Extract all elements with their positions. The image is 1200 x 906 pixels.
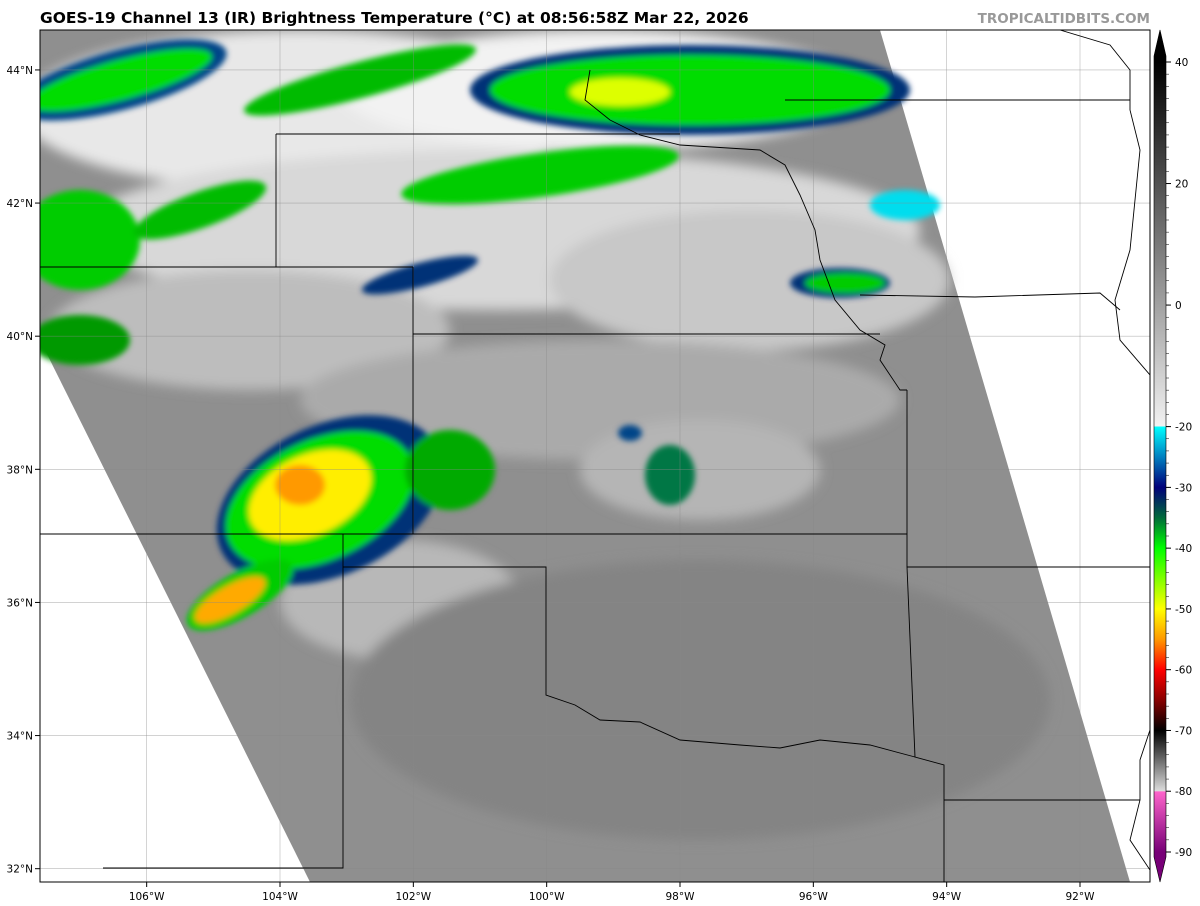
colorbar-label: -20	[1175, 422, 1192, 434]
colorbar-body	[1153, 29, 1167, 883]
lon-label: 100°W	[529, 891, 565, 903]
colorbar-label: 0	[1175, 300, 1182, 312]
lat-label: 42°N	[7, 198, 33, 210]
lon-label: 102°W	[395, 891, 431, 903]
lat-label: 32°N	[7, 864, 33, 876]
latitude-labels: 44°N 42°N 40°N 38°N 36°N 34°N 32°N	[7, 65, 40, 876]
colorbar-label: -30	[1175, 482, 1192, 494]
colorbar-label: -70	[1175, 725, 1192, 737]
colorbar-label: 40	[1175, 57, 1188, 69]
lon-label: 104°W	[262, 891, 298, 903]
map-title: GOES-19 Channel 13 (IR) Brightness Tempe…	[40, 9, 749, 27]
colorbar-label: -90	[1175, 847, 1192, 859]
colorbar-label: -60	[1175, 665, 1192, 677]
lon-label: 96°W	[799, 891, 829, 903]
state-borders	[40, 30, 1150, 882]
lat-label: 36°N	[7, 597, 33, 609]
colorbar-label: -40	[1175, 543, 1192, 555]
colorbar-label: -50	[1175, 604, 1192, 616]
map-frame	[39, 29, 1151, 883]
clouds-cold-tops	[40, 39, 940, 631]
credit-watermark: TROPICALTIDBITS.COM	[977, 11, 1150, 27]
lat-label: 44°N	[7, 65, 33, 77]
lat-label: 38°N	[7, 464, 33, 476]
colorbar-label: -80	[1175, 786, 1192, 798]
lat-label: 34°N	[7, 731, 33, 743]
lat-label: 40°N	[7, 331, 33, 343]
colorbar-label: 20	[1175, 179, 1188, 191]
gridlines	[40, 30, 1150, 882]
longitude-labels: 106°W 104°W 102°W 100°W 98°W 96°W 94°W 92°W	[129, 882, 1095, 903]
lon-label: 106°W	[129, 891, 165, 903]
lon-label: 98°W	[666, 891, 696, 903]
lon-label: 94°W	[932, 891, 962, 903]
lon-label: 92°W	[1066, 891, 1096, 903]
colorbar: 40 20 0 -20 -30 -40 -50 -60 -70 -80 -90	[1153, 29, 1192, 883]
